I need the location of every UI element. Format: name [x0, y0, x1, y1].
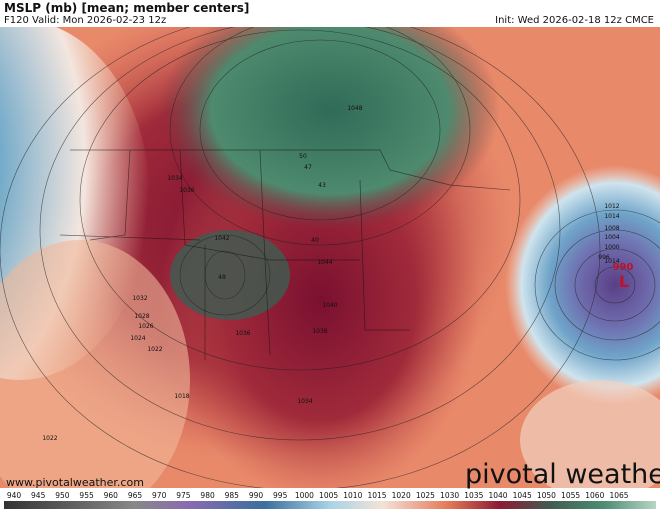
contour-label: 1014 [604, 258, 619, 265]
colorbar-tick-label: 995 [273, 491, 288, 500]
website: www.pivotalweather.com [6, 476, 144, 489]
contour-label: 1028 [134, 313, 149, 320]
contour-label: 1004 [604, 234, 619, 241]
colorbar-tick-label: 940 [7, 491, 22, 500]
contour-label: 1048 [347, 105, 362, 112]
watermark: pivotal weather [465, 459, 660, 490]
colorbar-tick-label: 1065 [609, 491, 628, 500]
colorbar-tick-label: 1025 [416, 491, 435, 500]
contour-label: 1042 [214, 235, 229, 242]
contour-label: 1034 [297, 398, 312, 405]
colorbar-tick-label: 950 [55, 491, 70, 500]
colorbar-tick-label: 1005 [319, 491, 338, 500]
contour-label: 50 [299, 153, 307, 160]
colorbar-tick-label: 955 [79, 491, 94, 500]
contour-label: 1022 [147, 346, 162, 353]
contour-label: 1012 [604, 203, 619, 210]
contour-label: 1022 [42, 435, 57, 442]
contour-label: 1036 [235, 330, 250, 337]
valid-time: F120 Valid: Mon 2026-02-23 12z [4, 15, 167, 26]
colorbar-tick-label: 1050 [537, 491, 556, 500]
contour-label: 1034 [167, 175, 182, 182]
colorbar-tick-label: 975 [176, 491, 191, 500]
contour-label: 1000 [604, 244, 619, 251]
contour-label: 996 [598, 254, 610, 261]
colorbar-tick-label: 985 [225, 491, 240, 500]
contour-label: 1036 [179, 187, 194, 194]
colorbar-tick-label: 1055 [561, 491, 580, 500]
colorbar-tick-label: 945 [31, 491, 46, 500]
contour-label: 1024 [130, 335, 145, 342]
colorbar-tick-label: 970 [152, 491, 167, 500]
colorbar-tick-label: 1010 [343, 491, 362, 500]
contour-label: 43 [318, 182, 326, 189]
colorbar-tick-label: 1060 [585, 491, 604, 500]
contour-label: 1008 [604, 225, 619, 232]
colorbar-tick-label: 1030 [440, 491, 459, 500]
colorbar-tick-label: 1020 [392, 491, 411, 500]
title: MSLP (mb) [mean; member centers] [4, 1, 250, 15]
contour-label: 40 [311, 237, 319, 244]
contour-label: 1026 [138, 323, 153, 330]
contour-label: 1018 [174, 393, 189, 400]
contour-label: 47 [304, 164, 312, 171]
colorbar-tick-label: 965 [128, 491, 143, 500]
colorbar-tick-label: 960 [104, 491, 119, 500]
contour-label: 1032 [132, 295, 147, 302]
colorbar-tick-label: 1000 [295, 491, 314, 500]
contour-label: 48 [218, 274, 226, 281]
colorbar-tick-label: 1045 [513, 491, 532, 500]
contour-label: L [619, 272, 629, 291]
colorbar-tick-label: 1035 [464, 491, 483, 500]
colorbar-tick-label: 990 [249, 491, 264, 500]
contour-label: 1040 [322, 302, 337, 309]
contour-label: 1014 [604, 213, 619, 220]
colorbar-tick-label: 1040 [488, 491, 507, 500]
contour-label: 1038 [312, 328, 327, 335]
colorbar [4, 501, 656, 509]
contour-label: 990 [613, 262, 634, 273]
colorbar-tick-label: 1015 [367, 491, 386, 500]
contour-label: 1044 [317, 259, 332, 266]
init-time: Init: Wed 2026-02-18 12z CMCE [495, 15, 654, 26]
colorbar-tick-label: 980 [200, 491, 215, 500]
